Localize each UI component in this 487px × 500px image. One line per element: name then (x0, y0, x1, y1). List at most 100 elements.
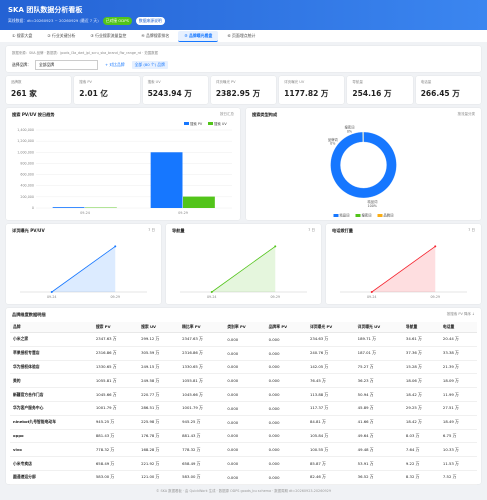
chart-title: 电话拨打量 (332, 228, 353, 233)
brand-cell: oppo (10, 429, 93, 444)
column-header: 搜索 PV (92, 322, 139, 333)
chart-title: 搜索 PV/UV 按日趋势 (12, 112, 55, 117)
value-cell: 142.05 万 (306, 360, 355, 375)
legend-swatch (208, 122, 213, 125)
brand-cell: 华为客户服务中心 (10, 401, 93, 416)
value-cell: 0.000 (265, 442, 307, 458)
chart-note: 按日汇总 (220, 112, 234, 116)
column-header: 品牌 (10, 322, 93, 333)
line (211, 246, 276, 293)
slice-name: 品牌词 (328, 137, 339, 142)
value-cell: 41.66 万 (354, 415, 403, 430)
value-cell: 2316.86 万 (92, 346, 139, 361)
bar (150, 152, 183, 208)
brand-cell: ninebot九号智能电动车 (10, 415, 93, 430)
value-cell: 0.000 (265, 387, 307, 402)
value-cell: 240.76 万 (306, 346, 355, 361)
value-cell: 37.36 万 (402, 346, 440, 361)
value-cell: 7.52 万 (439, 470, 477, 485)
column-header: 类别率 PV (224, 322, 266, 333)
filter-row: 选择品牌： 全部品牌 + 对比品牌 全部 (80 个) 品牌 (12, 60, 168, 70)
value-cell: 11.53 万 (439, 456, 477, 471)
value-cell: 76.45 万 (306, 373, 355, 389)
value-cell: 33.38 万 (439, 346, 477, 361)
value-cell: 2316.86 万 (179, 346, 225, 361)
value-cell: 778.32 万 (179, 442, 225, 458)
brand-select[interactable]: 全部品牌 (34, 60, 98, 70)
header-title: SKA 团队数据分析看板 (8, 6, 83, 14)
value-cell: 18.49 万 (439, 415, 477, 430)
kpi-label: 搜索 UV (147, 80, 161, 84)
value-cell: 658.49 万 (92, 456, 139, 471)
value-cell: 1330.65 万 (92, 360, 139, 375)
header-subtitle: 离线数据：dt=20260923 ~ 20260929 (最近 7 天) (8, 18, 99, 23)
x-tick-label: 09-29 (110, 295, 120, 299)
value-cell: 11.99 万 (439, 387, 477, 402)
badge: 数据来源说明 (135, 17, 165, 25)
table-row: 华为客户服务中心 1001.79 万 286.51 万 1001.79 万 0.000 0… (10, 401, 477, 416)
kpi-card: 详页曝光 UV 1177.82 万 (279, 76, 345, 104)
x-tick-label: 09-29 (430, 295, 440, 299)
value-cell: 583.00 万 (92, 470, 139, 485)
kpi-value: 1177.82 万 (284, 89, 329, 98)
chart-title: 详页曝光 PV/UV (12, 228, 45, 233)
value-cell: 0.000 (224, 360, 266, 375)
tab[interactable]: ④ 品牌搜索排名 (141, 33, 170, 38)
brand-cell: 小米之家 (10, 332, 93, 347)
value-cell: 1055.81 万 (179, 373, 225, 389)
tab[interactable]: ③ 行业搜索流量监控 (90, 33, 127, 38)
legend-swatch (333, 214, 339, 217)
value-cell: 84.81 万 (306, 415, 355, 430)
slice-label: 搜索词 0% (344, 125, 355, 134)
value-cell: 29.25 万 (402, 401, 440, 416)
filter-button[interactable]: + 对比品牌 (104, 62, 125, 67)
column-header: 电话量 (439, 322, 477, 333)
x-tick-label: 09-24 (367, 295, 377, 299)
slice-value: 0% (347, 129, 352, 133)
tab[interactable]: ⑤ 品牌曝光看盘 (178, 30, 219, 42)
kpi-label: 搜索 PV (79, 80, 92, 84)
legend-label: 搜索 PV (190, 122, 203, 126)
table-row: 华为授权体验店 1330.65 万 249.15 万 1330.65 万 0.000 0.… (10, 360, 477, 375)
value-cell: 6.75 万 (439, 429, 477, 444)
table-row: vivo 778.32 万 168.28 万 778.32 万 0.000 0.000 10… (10, 442, 477, 458)
kpi-value: 266.45 万 (420, 89, 460, 98)
value-cell: 1001.79 万 (179, 401, 225, 416)
y-tick-label: 1,200,000 (17, 139, 34, 143)
tab[interactable]: ① 搜索大盘 (12, 33, 33, 38)
value-cell: 945.25 万 (92, 415, 139, 430)
table-note: 按搜索 PV 降序 ↓ (446, 312, 475, 316)
column-header: 详页曝光 PV (306, 322, 355, 333)
table-row: 小米专卖店 658.49 万 221.92 万 658.49 万 0.000 0.000 8… (10, 456, 477, 471)
tab-bar: ① 搜索大盘 ② 行业关键分析 ③ 行业搜索流量监控 ④ 品牌搜索排名 ⑤ 品牌曝光看盘… (0, 30, 487, 42)
bar (52, 207, 85, 208)
value-cell: 189.71 万 (354, 332, 403, 347)
value-cell: 18.42 万 (402, 387, 440, 402)
line-point (434, 245, 437, 248)
value-cell: 234.63 万 (306, 332, 355, 347)
value-cell: 249.15 万 (138, 360, 180, 375)
table-wrap: 品牌 搜索 PV 搜索 UV 精比率 PV 类别率 PV 品牌率 PV 详页曝光 PV 详页曝… (10, 322, 477, 485)
table-row: 苹果授权专营店 2316.86 万 305.59 万 2316.86 万 0.000 0.… (10, 346, 477, 361)
value-cell: 187.01 万 (354, 346, 403, 361)
value-cell: 1045.66 万 (179, 387, 225, 402)
value-cell: 85.87 万 (306, 456, 355, 471)
value-cell: 0.000 (265, 401, 307, 416)
tab[interactable]: ② 行业关键分析 (47, 33, 76, 38)
chart: 09-24 09-29 (180, 245, 307, 299)
slice-name: 搜索词 (344, 125, 355, 130)
value-cell: 0.000 (224, 387, 266, 402)
value-cell: 45.89 万 (354, 401, 403, 416)
filter-button[interactable]: 全部 (80 个) 品牌 (131, 61, 168, 69)
kpi-card: 电话量 266.45 万 (415, 76, 481, 104)
line-point (274, 245, 277, 248)
brand-cell: 苹果授权专营店 (10, 346, 93, 361)
value-cell: 7.64 万 (402, 442, 440, 458)
tab[interactable]: ⑥ 页面埋点统计 (227, 33, 256, 38)
value-cell: 50.94 万 (354, 387, 403, 402)
line-point (50, 291, 53, 293)
table-title: 品牌维度数据明细 (12, 312, 46, 317)
bar (183, 196, 215, 208)
line-area (211, 246, 276, 292)
value-cell: 21.39 万 (439, 360, 477, 375)
